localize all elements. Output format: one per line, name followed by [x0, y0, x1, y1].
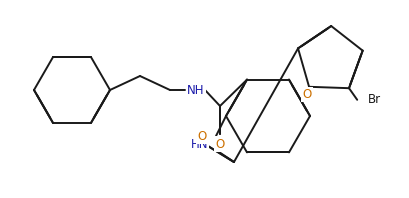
Text: NH: NH [187, 84, 205, 96]
Text: HN: HN [191, 137, 208, 150]
Text: O: O [216, 137, 225, 150]
Text: O: O [198, 129, 207, 143]
Text: O: O [302, 88, 312, 101]
Text: Br: Br [368, 93, 381, 106]
